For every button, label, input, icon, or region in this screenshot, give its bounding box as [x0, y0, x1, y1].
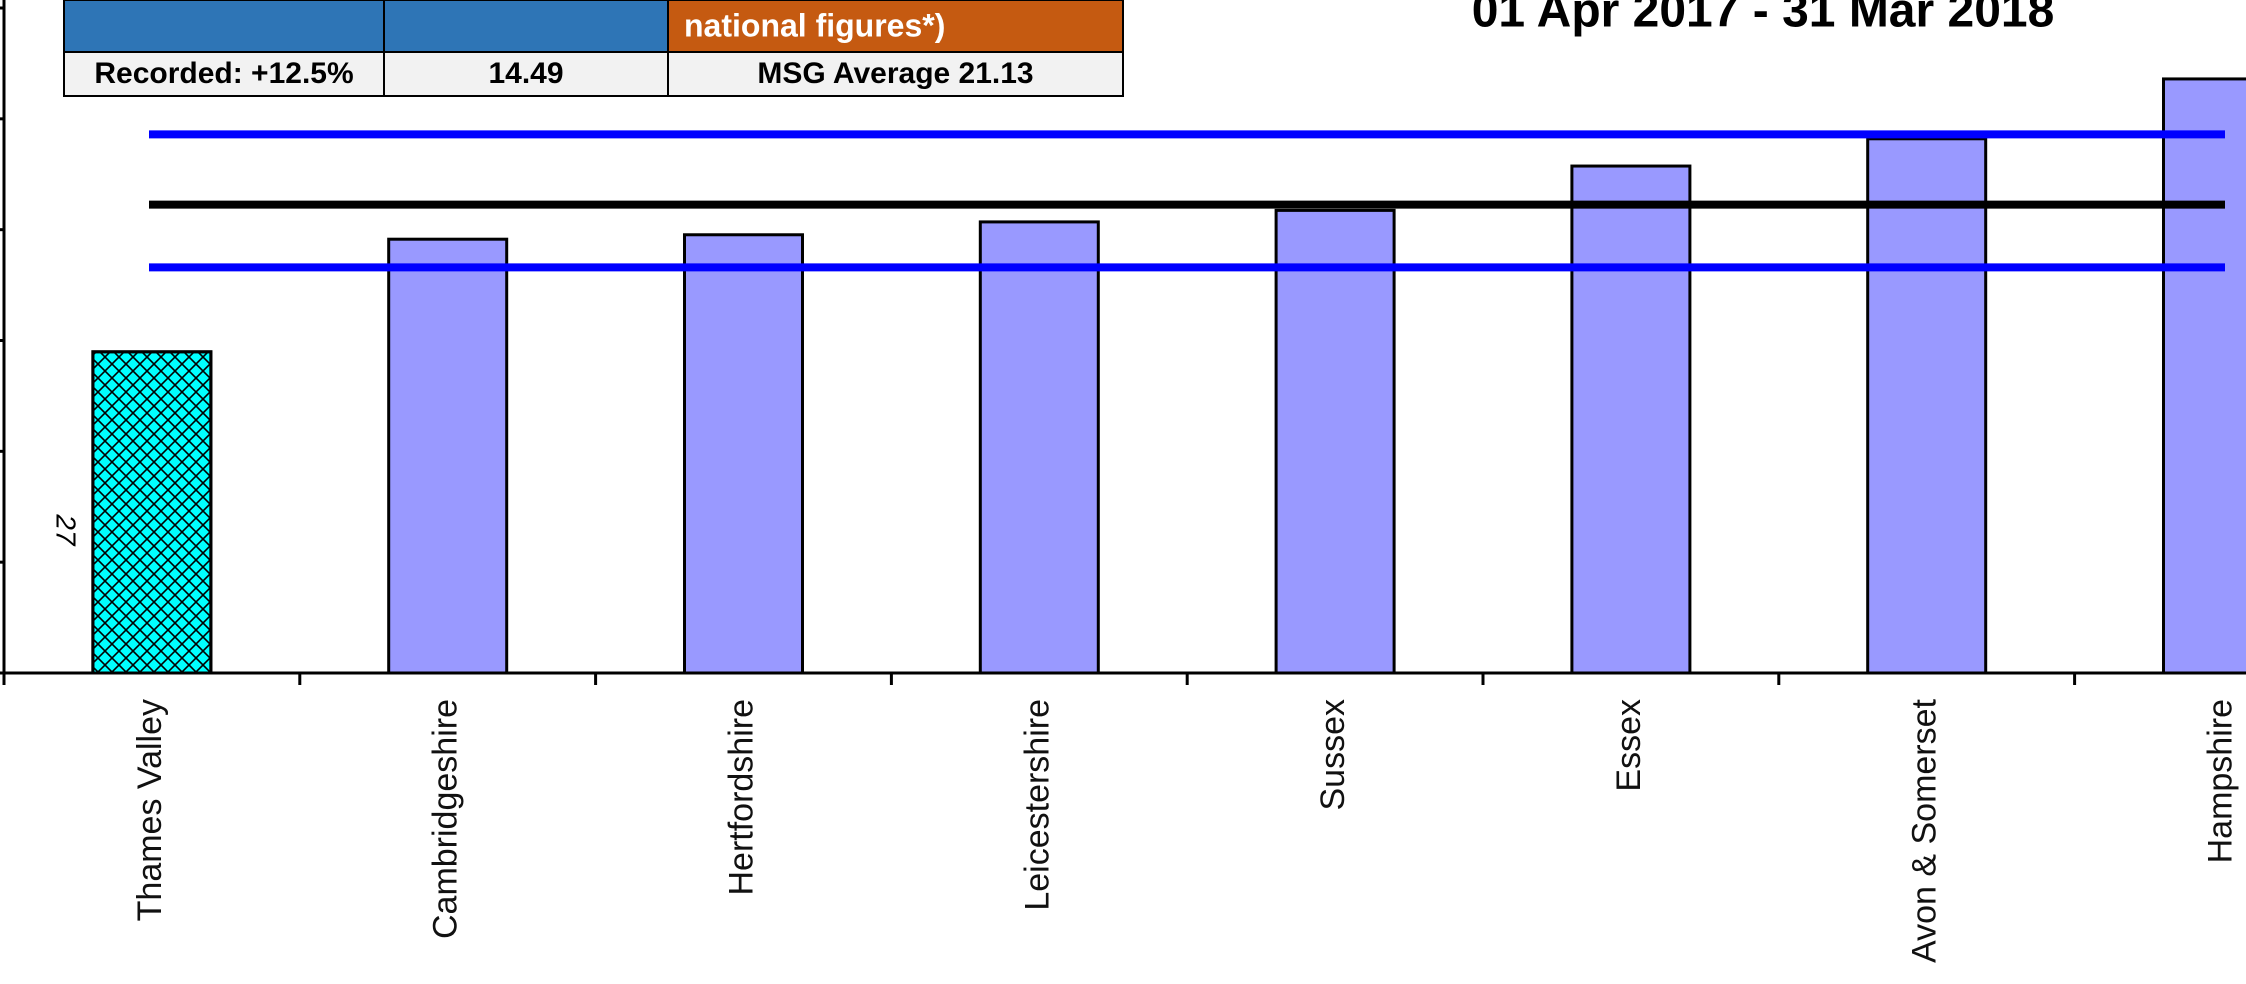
table-cell-text: MSG Average 21.13 [757, 57, 1033, 90]
bar [1570, 164, 1692, 675]
x-tick-label: Leicestershire [1018, 699, 1056, 911]
table-header-cell [383, 0, 669, 53]
bar [683, 233, 804, 675]
bar [1274, 208, 1396, 675]
bar-annotation: 27 [51, 513, 82, 547]
bar [2162, 77, 2246, 675]
table-cell-text: 14.49 [488, 57, 563, 90]
table-cell [63, 51, 385, 97]
bar [978, 220, 1100, 675]
chart-title: 01 Apr 2017 - 31 Mar 2018 [1472, 0, 2055, 38]
bar-hatch [91, 350, 213, 675]
bar [387, 237, 509, 675]
table-header-text: national figures*) [684, 7, 945, 43]
x-tick-label: Hampshire [2201, 699, 2239, 863]
x-tick-label: Thames Valley [131, 699, 169, 921]
x-tick-label: Sussex [1314, 699, 1352, 811]
table-cell [383, 51, 669, 97]
table-cell-text: Recorded: +12.5% [94, 57, 353, 90]
x-tick-label: Avon & Somerset [1906, 698, 1944, 963]
bar [1866, 137, 1988, 675]
x-tick-label: Essex [1610, 699, 1648, 792]
x-tick-label: Cambridgeshire [427, 699, 465, 939]
x-tick-label: Hertfordshire [722, 699, 760, 896]
table-cell [667, 51, 1124, 97]
table-header-cell [667, 0, 1124, 53]
table-header-cell [63, 0, 385, 53]
